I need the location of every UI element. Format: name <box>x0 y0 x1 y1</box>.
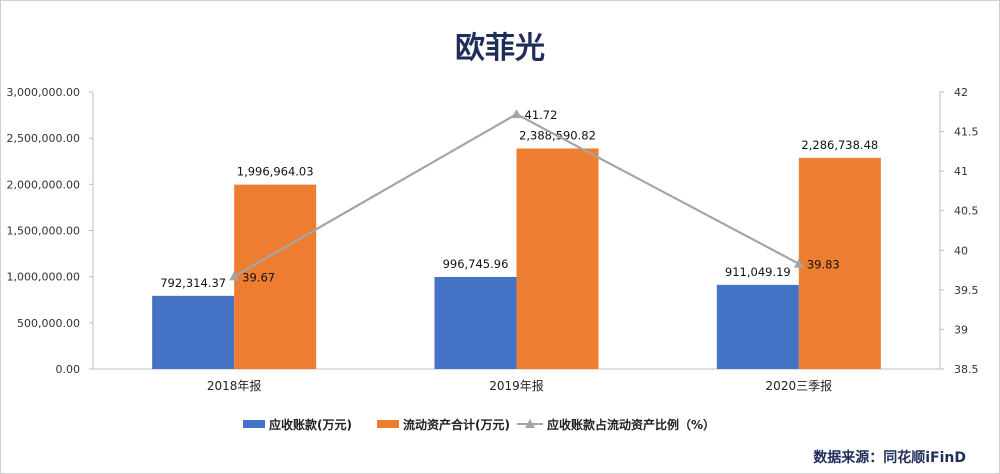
left-tick-label: 2,500,000.00 <box>7 132 80 145</box>
bar <box>716 284 799 369</box>
left-tick-label: 1,500,000.00 <box>7 225 80 238</box>
right-tick-label: 41 <box>954 165 968 178</box>
right-tick-label: 38.5 <box>954 363 979 376</box>
right-tick-label: 39.5 <box>954 284 979 297</box>
line-point-marker <box>793 258 804 268</box>
line-data-label: 39.67 <box>242 270 275 284</box>
legend-swatch <box>377 420 399 428</box>
line-data-label: 41.72 <box>525 108 558 122</box>
line-point-marker <box>229 271 240 281</box>
right-tick-label: 40 <box>954 244 968 257</box>
line-point-marker <box>511 109 522 119</box>
legend-label: 流动资产合计(万元) <box>403 417 510 432</box>
right-tick-label: 42 <box>954 86 968 99</box>
chart-title: 欧菲光 <box>455 31 545 66</box>
left-tick-label: 0.00 <box>56 363 81 376</box>
x-tick-label: 2020三季报 <box>766 378 833 393</box>
source-note: 数据来源：同花顺iFinD <box>813 449 966 466</box>
bar-data-label: 911,049.19 <box>725 265 791 279</box>
legend-swatch-marker <box>525 419 535 428</box>
bar-data-label: 996,745.96 <box>443 257 509 271</box>
bar-data-label: 1,996,964.03 <box>237 165 314 179</box>
left-tick-label: 500,000.00 <box>17 317 80 330</box>
bar-data-label: 792,314.37 <box>160 276 226 290</box>
bar <box>234 184 317 369</box>
right-tick-label: 40.5 <box>954 205 979 218</box>
bar <box>516 148 599 369</box>
x-tick-label: 2019年报 <box>489 378 544 393</box>
right-tick-label: 41.5 <box>954 126 979 139</box>
line-data-label: 39.83 <box>807 258 840 272</box>
right-tick-label: 39 <box>954 323 968 336</box>
bar-data-label: 2,286,738.48 <box>801 138 878 152</box>
left-tick-label: 2,000,000.00 <box>7 178 80 191</box>
legend-label: 应收账款占流动资产比例（%） <box>547 417 715 432</box>
left-tick-label: 1,000,000.00 <box>7 271 80 284</box>
legend-swatch <box>243 420 265 428</box>
bar <box>152 295 235 369</box>
left-tick-label: 3,000,000.00 <box>7 86 80 99</box>
bar <box>798 157 881 369</box>
x-tick-label: 2018年报 <box>207 378 262 393</box>
legend-label: 应收账款(万元) <box>269 417 352 432</box>
bar <box>434 276 517 369</box>
